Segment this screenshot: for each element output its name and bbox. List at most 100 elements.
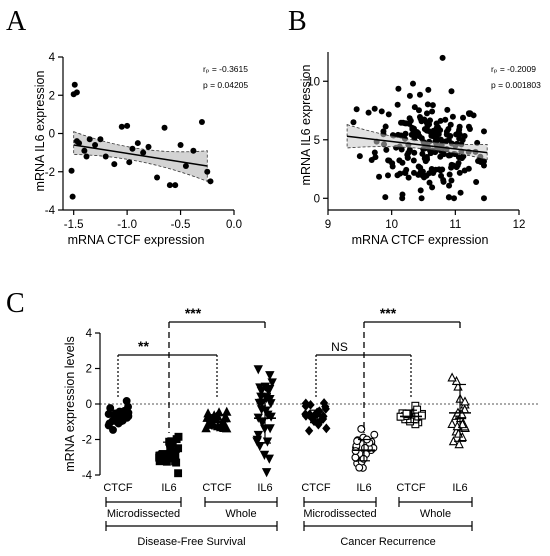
panel-a-point (129, 145, 136, 152)
panel-b-point (473, 179, 480, 186)
panel-b-point (456, 169, 463, 176)
panel-b-xtick-label: 10 (385, 219, 398, 231)
panel-b-point (424, 122, 431, 129)
panel-b-point (430, 127, 437, 134)
panel-b-point (460, 114, 467, 121)
panel-c-group-label-6: CTCF (396, 482, 426, 494)
panel-b-point (410, 157, 417, 164)
panel-a-point (83, 153, 90, 160)
panel-b-point (424, 101, 431, 108)
panel-c-significance-label: NS (331, 340, 348, 354)
panel-b-point (376, 173, 383, 180)
panel-a-ytick-label: -4 (45, 205, 56, 217)
panel-c-significance-label: *** (185, 305, 202, 321)
panel-c-point-3 (253, 430, 264, 440)
panel-b-point (417, 164, 424, 171)
panel-b-point (445, 152, 452, 159)
panel-c-point-3 (255, 383, 265, 393)
panel-letter-b: B (288, 6, 307, 37)
panel-b-point (417, 187, 424, 194)
panel-b-point (455, 160, 462, 167)
panel-b-xtick-label: 9 (325, 219, 331, 231)
panel-c-point-4 (322, 423, 331, 434)
panel-c-point-5 (353, 437, 362, 446)
panel-c-point-3 (265, 395, 275, 405)
panel-b-point (421, 174, 428, 181)
panel-b-point (384, 172, 391, 179)
panel-b-point (429, 108, 436, 115)
panel-b-point (449, 113, 456, 120)
panel-b-fit-line (347, 135, 488, 154)
panel-c-point-0 (105, 419, 114, 428)
panel-a-point (68, 167, 75, 174)
panel-c-supergroup-label: Cancer Recurrence (340, 536, 435, 548)
panel-b-point (406, 92, 413, 99)
panel-b-rp: rₚ = -0.2009 (491, 64, 536, 74)
panel-c-point-3 (253, 365, 263, 375)
panel-c-point-3 (259, 450, 270, 460)
panel-c-point-3 (266, 412, 276, 422)
panel-c-point-4 (319, 398, 329, 408)
panel-a-point (154, 174, 161, 181)
panel-a-point (97, 136, 104, 143)
panel-b-point (448, 88, 455, 95)
panel-c-subgroup-label: Whole (225, 508, 256, 520)
panel-b-point (409, 80, 416, 87)
panel-a-point (124, 122, 131, 129)
panel-a-point (198, 119, 205, 126)
panel-a-point (182, 163, 189, 170)
panel-b-ylabel: mRNA IL6 expression (299, 65, 313, 186)
panel-c-subgroup-label: Microdissected (107, 508, 180, 520)
panel-a-p: p = 0.04205 (203, 80, 248, 90)
panel-c-point-3 (265, 424, 275, 434)
panel-b-point (402, 170, 409, 177)
panel-b-point (428, 165, 435, 172)
panel-c-point-1 (156, 451, 165, 460)
panel-a-point (126, 159, 133, 166)
panel-b-point (421, 116, 428, 123)
panel-b-point (382, 194, 389, 201)
panel-b-point (423, 110, 430, 117)
panel-c-point-4 (304, 425, 314, 436)
panel-b-point (402, 130, 409, 137)
panel-c-point-3 (252, 437, 262, 447)
panel-letter-a: A (6, 6, 27, 37)
panel-b-ytick-label: 5 (314, 135, 320, 147)
panel-b-point (418, 195, 425, 202)
panel-c-point-7 (447, 372, 457, 382)
panel-c-subgroup-label: Whole (420, 508, 451, 520)
panel-a-point (118, 123, 125, 130)
panel-a-point (102, 153, 109, 160)
panel-b-point (480, 195, 487, 202)
panel-a-point (71, 81, 78, 88)
panel-b-point (386, 157, 393, 164)
panel-b-point (398, 146, 405, 153)
panel-b-ytick-label: 10 (307, 76, 320, 88)
panel-b-point (436, 166, 443, 173)
panel-c-group-label-7: IL6 (452, 482, 467, 494)
panel-c-point-4 (301, 409, 310, 419)
panel-a-point (204, 168, 211, 175)
panel-b-point (426, 179, 433, 186)
panel-c-ytick-label: 2 (86, 364, 92, 376)
panel-c-point-1 (172, 435, 181, 444)
panel-c-point-7 (447, 418, 457, 428)
panel-a-point (86, 136, 93, 143)
panel-c-point-3 (267, 378, 277, 388)
panel-b: mRNA IL6 expression mRNA CTCF expression… (299, 52, 541, 247)
panel-b-point (396, 157, 403, 164)
panel-c-point-7 (454, 439, 464, 449)
panel-c-point-6 (417, 411, 426, 420)
panel-a-rp: rₚ = -0.3615 (203, 64, 248, 74)
panel-a-xtick-label: -1.5 (64, 219, 84, 231)
panel-b-p: p = 0.001803 (491, 80, 541, 90)
panel-b-point (444, 106, 451, 113)
panel-c-group-label-3: IL6 (257, 482, 272, 494)
panel-a-point (190, 147, 197, 154)
panel-letter-c: C (6, 288, 25, 319)
panel-a-ytick-label: -2 (45, 167, 55, 179)
panel-b-point (448, 164, 455, 171)
panel-c-ytick-label: 4 (86, 328, 93, 340)
panel-a-ytick-label: 2 (49, 90, 55, 102)
panel-a-point (172, 182, 179, 189)
